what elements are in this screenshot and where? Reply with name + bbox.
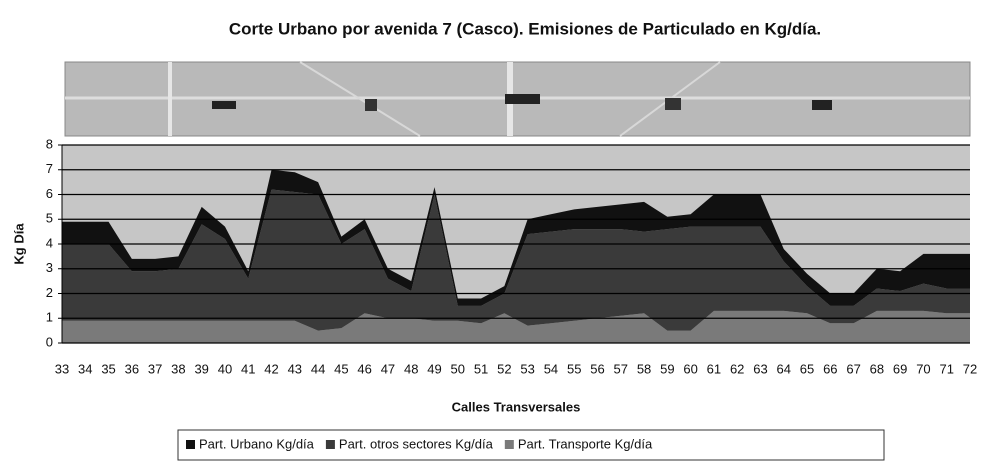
x-tick-label: 50: [451, 361, 465, 376]
x-tick-label: 69: [893, 361, 907, 376]
x-tick-label: 70: [916, 361, 930, 376]
x-tick-label: 34: [78, 361, 92, 376]
x-tick-label: 64: [777, 361, 791, 376]
x-tick-label: 52: [497, 361, 511, 376]
x-tick-label: 56: [590, 361, 604, 376]
x-tick-label: 62: [730, 361, 744, 376]
x-tick-label: 45: [334, 361, 348, 376]
y-tick-label: 6: [46, 186, 53, 201]
x-tick-label: 41: [241, 361, 255, 376]
x-tick-label: 53: [520, 361, 534, 376]
y-tick-label: 7: [46, 161, 53, 176]
x-tick-label: 37: [148, 361, 162, 376]
x-tick-label: 33: [55, 361, 69, 376]
x-tick-label: 40: [218, 361, 232, 376]
y-tick-label: 4: [46, 235, 53, 250]
x-tick-label: 55: [567, 361, 581, 376]
x-tick-label: 38: [171, 361, 185, 376]
x-tick-label: 47: [381, 361, 395, 376]
map-strip: [65, 62, 970, 136]
x-tick-label: 42: [264, 361, 278, 376]
x-tick-label: 48: [404, 361, 418, 376]
x-tick-label: 39: [194, 361, 208, 376]
y-tick-label: 1: [46, 310, 53, 325]
y-tick-label: 8: [46, 136, 53, 151]
x-tick-label: 68: [870, 361, 884, 376]
x-tick-label: 44: [311, 361, 325, 376]
legend-swatch: [186, 440, 195, 449]
x-tick-label: 46: [357, 361, 371, 376]
x-tick-label: 66: [823, 361, 837, 376]
x-tick-label: 49: [427, 361, 441, 376]
x-tick-label: 57: [614, 361, 628, 376]
legend-swatch: [326, 440, 335, 449]
x-tick-label: 65: [800, 361, 814, 376]
y-tick-label: 3: [46, 260, 53, 275]
y-tick-label: 5: [46, 211, 53, 226]
x-axis-title: Calles Transversales: [452, 399, 581, 414]
x-tick-label: 35: [101, 361, 115, 376]
x-tick-label: 63: [753, 361, 767, 376]
x-tick-label: 67: [846, 361, 860, 376]
x-tick-label: 59: [660, 361, 674, 376]
y-tick-label: 2: [46, 285, 53, 300]
x-tick-label: 43: [288, 361, 302, 376]
x-tick-label: 54: [544, 361, 558, 376]
legend-label: Part. Transporte Kg/día: [518, 436, 653, 451]
chart-title: Corte Urbano por avenida 7 (Casco). Emis…: [229, 19, 821, 38]
legend-label: Part. Urbano Kg/día: [199, 436, 315, 451]
x-tick-label: 58: [637, 361, 651, 376]
y-axis-title: Kg Día: [11, 223, 26, 265]
x-tick-label: 71: [939, 361, 953, 376]
chart: Corte Urbano por avenida 7 (Casco). Emis…: [0, 0, 983, 464]
legend-label: Part. otros sectores Kg/día: [339, 436, 494, 451]
legend-swatch: [505, 440, 514, 449]
x-tick-label: 36: [125, 361, 139, 376]
x-tick-label: 72: [963, 361, 977, 376]
x-tick-label: 51: [474, 361, 488, 376]
y-tick-label: 0: [46, 334, 53, 349]
x-tick-label: 60: [683, 361, 697, 376]
x-tick-label: 61: [707, 361, 721, 376]
